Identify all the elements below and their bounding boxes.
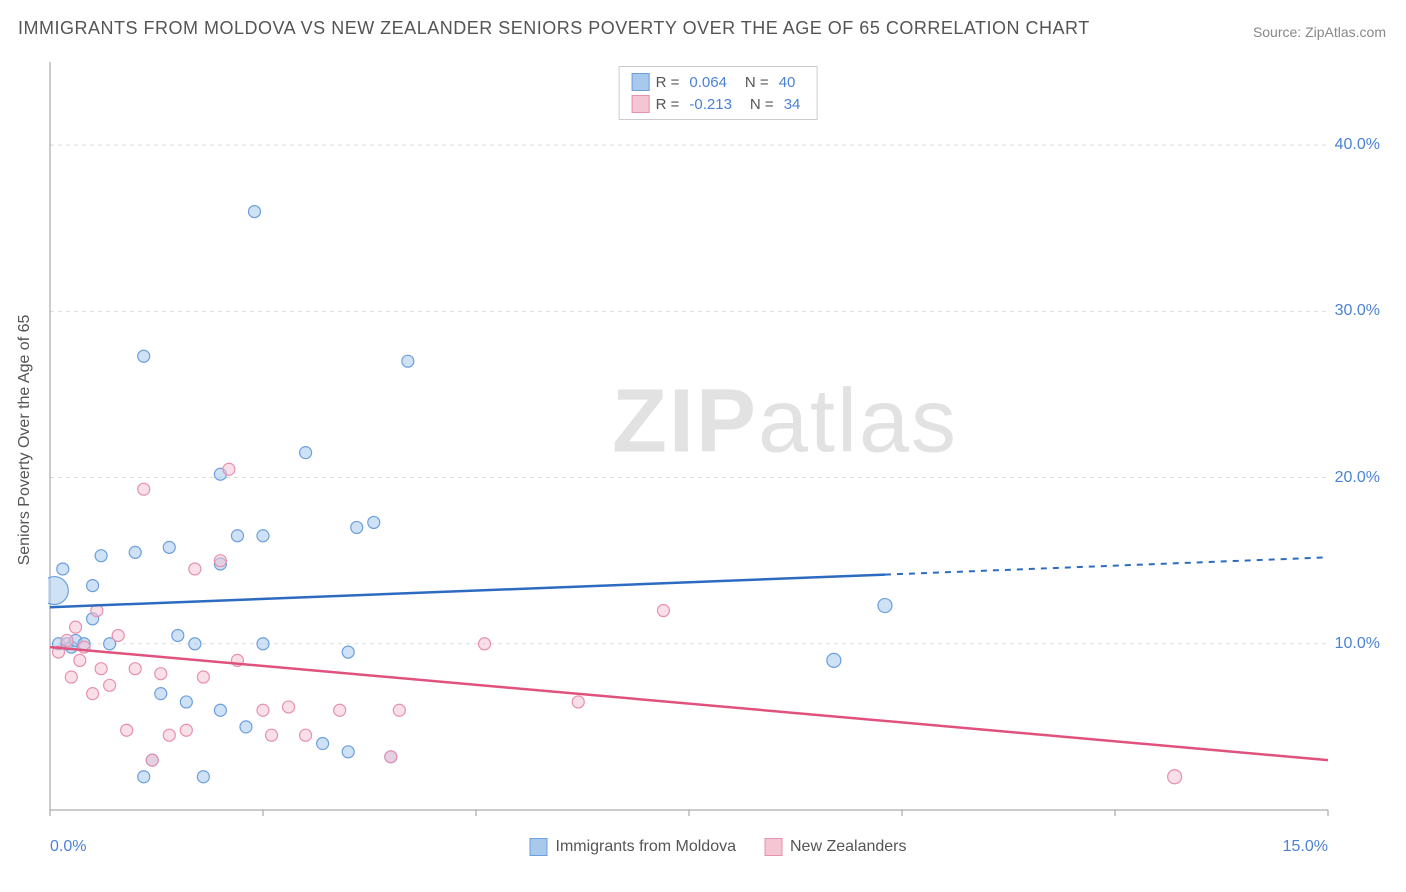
swatch-moldova [632, 73, 650, 91]
swatch-nz-bottom [764, 838, 782, 856]
legend-row-moldova: R =0.064 N =40 [632, 71, 805, 93]
legend-series: Immigrants from Moldova New Zealanders [530, 838, 907, 856]
y-tick-label: 20.0% [1335, 469, 1380, 487]
legend-correlation: R =0.064 N =40 R =-0.213 N =34 [619, 66, 818, 120]
legend-row-nz: R =-0.213 N =34 [632, 93, 805, 115]
legend-item-nz: New Zealanders [764, 838, 907, 856]
legend-item-moldova: Immigrants from Moldova [530, 838, 737, 856]
swatch-moldova-bottom [530, 838, 548, 856]
source-attribution: Source: ZipAtlas.com [1253, 24, 1386, 40]
y-tick-label: 30.0% [1335, 302, 1380, 320]
y-axis-label: Seniors Poverty Over the Age of 65 [16, 315, 34, 566]
x-tick-label: 15.0% [1283, 838, 1328, 856]
x-tick-label: 0.0% [50, 838, 86, 856]
y-tick-label: 10.0% [1335, 635, 1380, 653]
chart-title: IMMIGRANTS FROM MOLDOVA VS NEW ZEALANDER… [18, 18, 1090, 39]
y-tick-label: 40.0% [1335, 136, 1380, 154]
swatch-nz [632, 95, 650, 113]
plot-area: ZIPatlas R =0.064 N =40 R =-0.213 N =34 … [48, 60, 1388, 830]
scatter-chart [48, 60, 1388, 830]
